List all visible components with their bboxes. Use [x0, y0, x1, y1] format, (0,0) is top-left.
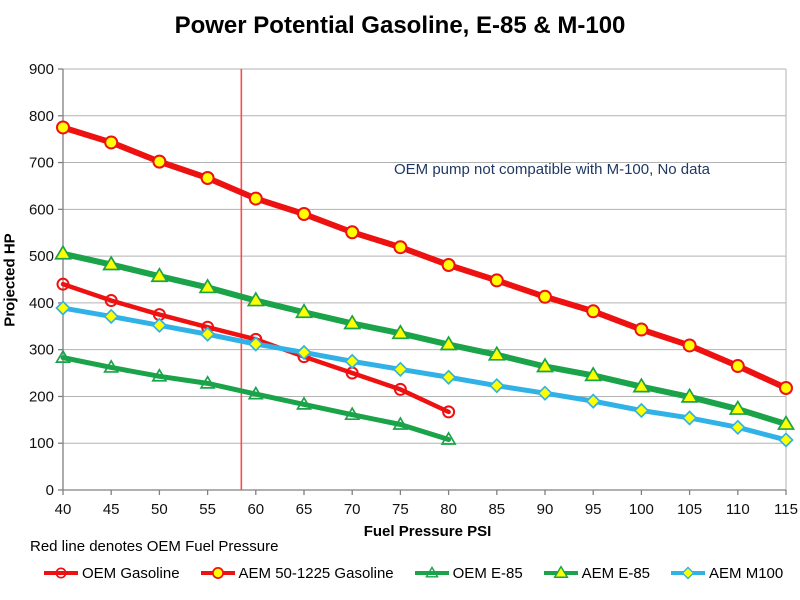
- x-tick-label-110: 110: [726, 501, 750, 518]
- legend-item-oem-gasoline: OEM Gasoline: [43, 564, 180, 582]
- red-line-note: Red line denotes OEM Fuel Pressure: [30, 538, 279, 555]
- x-tick-label-60: 60: [247, 501, 264, 518]
- x-tick-label-85: 85: [488, 501, 505, 518]
- series-aem-50-1225-gasoline-line: [60, 124, 789, 392]
- series-oem-e-85-line: [60, 355, 452, 442]
- series-oem-e-85: [55, 349, 457, 445]
- chart-title: Power Potential Gasoline, E-85 & M-100: [174, 12, 626, 39]
- series-aem-e-85: [53, 244, 796, 430]
- y-tick-label-0: 0: [46, 482, 54, 499]
- x-tick-label-70: 70: [344, 501, 361, 518]
- x-tick-label-80: 80: [440, 501, 457, 518]
- y-tick-label-800: 800: [29, 108, 54, 125]
- legend-label-oem-gasoline: OEM Gasoline: [82, 564, 180, 582]
- x-tick-label-50: 50: [151, 501, 168, 518]
- legend-swatch-aem-e-85-icon: [543, 565, 578, 578]
- y-axis-ticks: 0 100 200 300 400 500 600 700 800 900: [29, 61, 63, 499]
- series-aem-e-85-line: [60, 250, 789, 428]
- x-tick-label-115: 115: [774, 501, 798, 518]
- x-axis-title: Fuel Pressure PSI: [363, 523, 492, 540]
- y-tick-label-300: 300: [29, 342, 54, 359]
- x-axis-ticks: 40 45 50 55 60 65 70 75 80 85 90 95 100 105 110 115: [55, 490, 798, 518]
- plot-area: 0 100 200 300 400 500 600 700 800 900 40 45 50 55 60 65…: [29, 61, 798, 518]
- x-tick-label-95: 95: [585, 501, 602, 518]
- series-aem-m100-line: [60, 305, 789, 443]
- legend: OEM Gasoline AEM 50-1225 Gasoline OEM E-85…: [43, 564, 783, 582]
- x-tick-label-75: 75: [392, 501, 409, 518]
- legend-label-oem-e-85: OEM E-85: [452, 564, 523, 582]
- legend-item-aem-m100: AEM M100: [670, 564, 783, 582]
- x-tick-label-105: 105: [677, 501, 702, 518]
- y-tick-label-500: 500: [29, 248, 54, 265]
- x-tick-label-100: 100: [629, 501, 654, 518]
- legend-label-aem-e-85: AEM E-85: [581, 564, 651, 582]
- annotation-no-m100-data: OEM pump not compatible with M-100, No d…: [394, 161, 710, 178]
- x-tick-label-65: 65: [296, 501, 313, 518]
- series-aem-50-1225-gasoline: [56, 120, 793, 396]
- legend-swatch-oem-gasoline-icon: [44, 567, 78, 579]
- y-tick-label-600: 600: [29, 201, 54, 218]
- y-tick-label-100: 100: [29, 435, 54, 452]
- x-tick-label-90: 90: [537, 501, 554, 518]
- y-tick-label-900: 900: [29, 61, 54, 78]
- legend-swatch-oem-e-85-icon: [414, 566, 449, 578]
- legend-swatch-aem-m100-icon: [671, 566, 706, 580]
- legend-label-aem-m100: AEM M100: [709, 564, 784, 582]
- x-tick-label-45: 45: [103, 501, 120, 518]
- y-tick-label-400: 400: [29, 295, 54, 312]
- y-tick-label-200: 200: [29, 388, 54, 405]
- x-tick-label-55: 55: [199, 501, 216, 518]
- series-aem-m100: [55, 300, 794, 448]
- legend-item-aem-e-85: AEM E-85: [543, 564, 650, 582]
- y-tick-label-700: 700: [29, 155, 54, 172]
- legend-item-oem-e-85: OEM E-85: [414, 564, 523, 582]
- legend-label-aem-50-1225-gasoline: AEM 50-1225 Gasoline: [238, 564, 394, 582]
- legend-swatch-aem-50-1225-gasoline-icon: [200, 567, 235, 579]
- x-tick-label-40: 40: [55, 501, 72, 518]
- legend-item-aem-50-1225-gasoline: AEM 50-1225 Gasoline: [200, 564, 394, 582]
